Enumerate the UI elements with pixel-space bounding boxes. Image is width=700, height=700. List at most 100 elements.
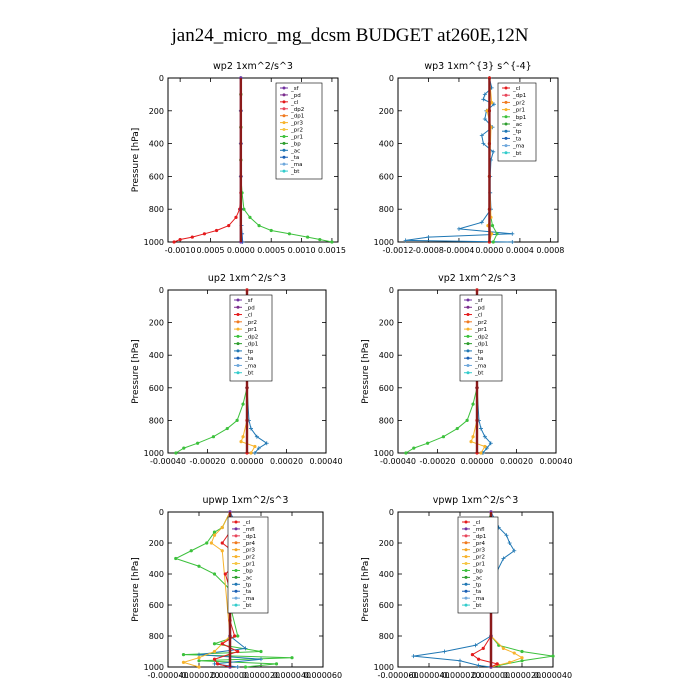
y-tick-label: 800 [149, 632, 164, 641]
legend-label: _ta [242, 589, 251, 595]
x-tick-label: 0.0015 [318, 246, 346, 255]
data-point [235, 665, 240, 669]
data-point [481, 141, 486, 146]
data-point [495, 232, 499, 236]
y-tick-label: 0 [159, 286, 164, 295]
legend: _cl_mfl_dp1_pr4_pr3_pr2_pr1_bp_ac_tp_ta_… [457, 516, 499, 614]
data-point [254, 434, 259, 439]
data-point [455, 426, 459, 431]
data-point [223, 572, 227, 576]
legend-label: _ma [474, 363, 486, 369]
legend-marker [466, 356, 470, 360]
data-point [510, 231, 515, 236]
legend-label: _tp [242, 582, 252, 588]
legend-box [459, 294, 503, 382]
data-point [197, 656, 201, 660]
legend-label: _pr1 [244, 327, 257, 333]
legend-marker [282, 100, 286, 104]
legend-marker [236, 320, 240, 324]
legend-label: _dp1 [512, 93, 526, 99]
legend-marker [466, 305, 470, 309]
y-tick-label: 1000 [144, 449, 164, 458]
legend-label: _pr2 [244, 320, 257, 326]
y-tick-label: 1000 [144, 663, 164, 672]
data-point [220, 642, 224, 646]
y-tick-label: 1000 [374, 449, 394, 458]
legend-marker [504, 144, 508, 148]
legend-label: _dp2 [474, 334, 488, 340]
legend-marker [234, 520, 238, 524]
legend-label: _pd [244, 305, 255, 311]
data-point [178, 237, 182, 242]
legend-marker [504, 129, 508, 133]
legend-marker [236, 363, 240, 367]
legend-marker [282, 134, 286, 138]
legend-marker [464, 520, 468, 524]
x-tick-label: 0.000040 [534, 671, 572, 680]
legend-box [497, 82, 537, 162]
legend-label: _dp1 [472, 534, 486, 540]
legend-label: _mfl [472, 527, 485, 533]
legend-label: _pr2 [290, 128, 303, 134]
legend-label: _pr2 [242, 555, 255, 561]
legend-marker [464, 568, 468, 572]
data-point [211, 435, 216, 439]
legend-marker [236, 327, 240, 331]
y-tick-label: 0 [159, 508, 164, 517]
data-point [501, 556, 506, 561]
data-point [479, 220, 484, 225]
legend-marker [234, 575, 238, 579]
legend-marker [464, 534, 468, 538]
y-tick-label: 600 [379, 601, 394, 610]
legend-label: _dp2 [244, 334, 258, 340]
data-point [501, 646, 505, 651]
x-tick-label: 0.00020 [500, 457, 533, 466]
data-point [491, 240, 495, 244]
y-tick-label: 0 [389, 286, 394, 295]
legend-marker [234, 527, 238, 531]
legend-label: _pr4 [242, 541, 256, 547]
panel-title: vpwp 1xm^2/s^3 [433, 495, 519, 506]
legend-label: _cl [242, 520, 251, 526]
legend-label: _ac [290, 148, 300, 154]
data-point [479, 133, 484, 138]
y-tick-label: 800 [379, 205, 394, 214]
y-tick-label: 1000 [374, 663, 394, 672]
chart-panel-6: vpwp 1xm^2/s^3 Pressure [hPa] 0 200 400 600 80… [361, 495, 572, 680]
legend-label: _tp [472, 582, 482, 588]
data-point [330, 240, 334, 244]
x-tick-label: 0.0004 [506, 246, 534, 255]
legend-marker [466, 313, 470, 317]
legend-marker [236, 334, 240, 338]
legend-marker [282, 148, 286, 152]
legend-marker [236, 356, 240, 360]
legend-marker [234, 582, 238, 586]
legend-marker [466, 363, 470, 367]
legend-label: _pr1 [474, 327, 487, 333]
legend-label: _pd [474, 305, 485, 311]
legend-marker [236, 371, 240, 375]
data-point [471, 435, 475, 439]
legend-marker [236, 342, 240, 346]
legend: _sf_pd _cl_pr2_pr1_dp2 _dp1_tp_ta_ma _bt [229, 294, 273, 382]
x-tick-label: 0.000020 [503, 671, 541, 680]
legend-marker [234, 596, 238, 600]
data-point [507, 541, 512, 545]
legend-marker [466, 327, 470, 331]
x-tick-label: 0.000000 [472, 671, 510, 680]
legend-label: _sf [244, 298, 254, 304]
chart-panel-3: up2 1xm^2/s^3 Pressure [hPa] 0 200 400 600 800… [131, 273, 343, 466]
legend-marker [234, 534, 238, 538]
plot-frame [397, 511, 554, 668]
legend-marker [504, 93, 508, 97]
legend-marker [282, 141, 286, 145]
x-tick-label: 0.0010 [288, 246, 316, 255]
data-point [212, 572, 217, 576]
x-tick-label: -0.00020 [420, 457, 456, 466]
data-point [485, 109, 489, 113]
legend-label: _ta [244, 356, 253, 362]
legend-label: _sf [474, 298, 484, 304]
data-point [181, 660, 186, 664]
y-tick-label: 800 [149, 416, 164, 425]
data-point [216, 662, 220, 666]
